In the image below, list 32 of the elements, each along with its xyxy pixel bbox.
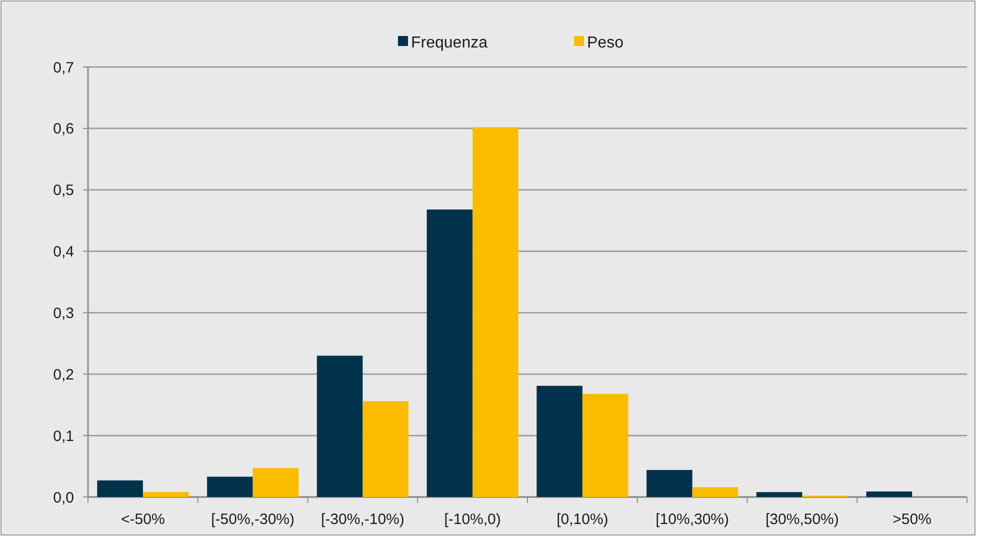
bar	[646, 470, 692, 497]
x-tick-label: [-10%,0)	[444, 511, 501, 528]
y-tick-label: 0,7	[53, 59, 74, 76]
y-tick-label: 0,6	[53, 120, 74, 138]
bar	[536, 386, 582, 497]
bar	[97, 480, 143, 497]
y-tick-label: 0,3	[53, 304, 74, 322]
bar	[252, 468, 299, 497]
x-tick-label: [-30%,-10%)	[321, 511, 404, 528]
x-tick-label: >50%	[892, 511, 932, 528]
y-tick-label: 0,2	[53, 366, 74, 384]
x-tick-label: [-50%,-30%)	[211, 511, 294, 528]
x-tick-label: [0,10%)	[556, 511, 608, 528]
y-tick-label: 0,4	[53, 244, 74, 261]
legend-label: Frequenza	[411, 34, 488, 52]
legend-label: Peso	[587, 34, 624, 52]
bar	[692, 487, 738, 497]
y-tick-label: 0,1	[53, 428, 74, 445]
bar	[316, 356, 363, 497]
bar	[472, 127, 518, 497]
bar	[866, 491, 912, 497]
x-tick-label: <-50%	[121, 511, 165, 528]
x-tick-label: [10%,30%)	[656, 511, 730, 528]
bar	[426, 210, 473, 497]
y-tick-label: 0,5	[53, 182, 74, 200]
y-tick-label: 0,0	[53, 489, 74, 506]
x-tick-label: [30%,50%)	[766, 511, 839, 528]
bar	[756, 492, 802, 497]
bar	[582, 394, 628, 497]
bar	[142, 492, 189, 497]
bar	[207, 476, 253, 497]
bar	[362, 401, 408, 497]
